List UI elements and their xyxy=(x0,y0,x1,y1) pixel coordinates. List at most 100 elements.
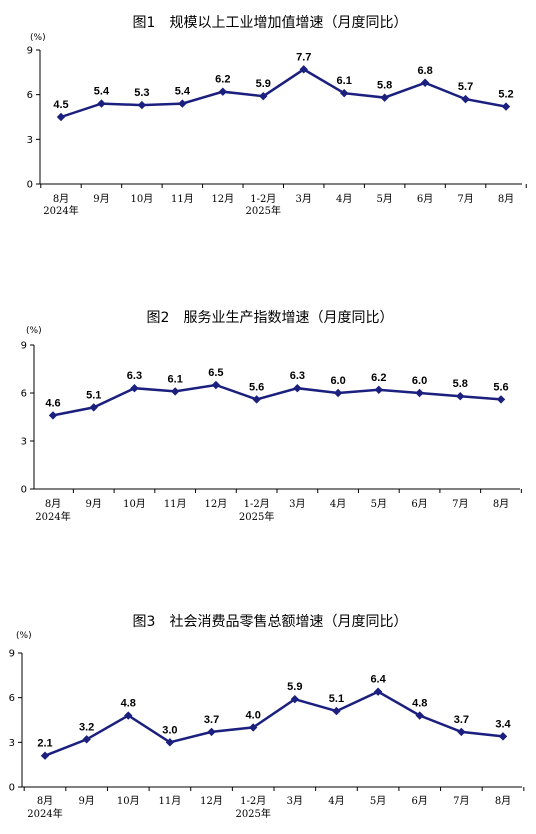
chart3-series-line xyxy=(44,690,504,757)
chart1-data-label: 6.8 xyxy=(417,65,432,77)
chart1-data-point xyxy=(299,65,308,74)
chart1-y-tick-label: 0 xyxy=(27,180,33,191)
chart1-data-label: 4.5 xyxy=(53,99,68,111)
chart2-data-point xyxy=(456,392,465,401)
chart1-data-label: 5.3 xyxy=(134,87,149,99)
chart2-y-tick-label: 3 xyxy=(21,437,27,448)
chart2-x-tick-label: 6月 xyxy=(411,498,427,510)
chart3-x-tick-label: 11月 xyxy=(159,795,182,807)
chart2-x-year-label: 2024年 xyxy=(35,510,70,523)
chart3-unit-label: (%) xyxy=(16,631,32,641)
chart1-x-tick-label: 4月 xyxy=(336,193,352,205)
chart3-data-point xyxy=(165,738,175,747)
chart2-data-point xyxy=(374,385,384,394)
chart3-data-label: 5.1 xyxy=(329,693,344,705)
chart1-x-tick-label: 11月 xyxy=(171,193,194,205)
chart3-title: 图3 社会消费品零售总额增速（月度同比） xyxy=(133,614,408,630)
chart2-data-point xyxy=(130,384,139,393)
chart1-title: 图1 规模以上工业增加值增速（月度同比） xyxy=(133,15,408,31)
chart2-x-tick-label: 5月 xyxy=(371,498,387,510)
chart3-data-label: 5.9 xyxy=(287,681,302,693)
chart3-x-tick-label: 9月 xyxy=(78,795,94,807)
chart1-data-point xyxy=(218,87,228,96)
chart3-data-label: 2.1 xyxy=(37,738,52,750)
chart2-data-point xyxy=(48,411,58,420)
chart1-data-point xyxy=(178,99,187,108)
chart2-data-label: 6.3 xyxy=(127,370,142,382)
chart1-data-label: 5.4 xyxy=(175,86,191,98)
chart1-data-label: 5.9 xyxy=(256,78,271,90)
chart2-data-label: 6.2 xyxy=(371,372,386,384)
chart2-data-point xyxy=(496,395,506,404)
chart3-y-tick-label: 3 xyxy=(9,738,15,749)
chart2-x-tick-label: 4月 xyxy=(330,498,346,510)
chart2-data-label: 5.8 xyxy=(453,378,468,390)
chart3-x-tick-label: 3月 xyxy=(287,795,303,807)
chart2-data-label: 6.1 xyxy=(168,373,183,385)
chart1-x-year-label: 2024年 xyxy=(43,204,78,217)
chart2-x-year-label: 2025年 xyxy=(239,510,274,523)
chart1-unit-label: (%) xyxy=(30,33,46,43)
chart3-x-tick-label: 12月 xyxy=(200,795,223,807)
chart3-x-tick-label: 7月 xyxy=(453,795,469,807)
chart2-x-tick-label: 9月 xyxy=(86,498,102,510)
chart2-data-label: 6.3 xyxy=(290,370,305,382)
chart1-x-tick-label: 5月 xyxy=(376,193,392,205)
chart3-y-tick-label: 0 xyxy=(9,783,15,794)
chart2-data-label: 5.6 xyxy=(493,381,508,393)
chart3-data-point xyxy=(457,727,466,737)
chart1-x-tick-label: 1-2月 xyxy=(250,193,276,205)
chart1-data-label: 5.2 xyxy=(498,89,513,101)
chart2-data-label: 6.5 xyxy=(208,367,223,379)
chart1-data-point xyxy=(137,100,147,110)
chart1-data-point xyxy=(259,91,268,101)
chart2-data-label: 6.0 xyxy=(412,375,427,387)
chart2-data-label: 5.6 xyxy=(249,381,264,393)
chart3-x-year-label: 2025年 xyxy=(235,807,270,820)
chart2-series-line xyxy=(52,383,502,417)
chart3-data-point xyxy=(207,727,216,737)
chart2-y-tick-label: 6 xyxy=(21,389,27,400)
chart2-data-point xyxy=(252,395,261,404)
chart3-data-point xyxy=(82,735,91,744)
chart3-x-tick-label: 1-2月 xyxy=(240,795,266,807)
chart1-data-label: 6.2 xyxy=(215,74,230,86)
chart1-series-line xyxy=(60,67,507,119)
chart1-data-point xyxy=(380,93,389,102)
chart1-data-label: 5.7 xyxy=(458,81,473,93)
chart3-x-tick-label: 5月 xyxy=(370,795,386,807)
chart2-title: 图2 服务业生产指数增速（月度同比） xyxy=(147,310,394,326)
chart3-x-tick-label: 10月 xyxy=(117,795,140,807)
chart2-data-label: 5.1 xyxy=(86,389,101,401)
chart1-y-tick-label: 9 xyxy=(27,46,33,57)
chart2-x-tick-label: 3月 xyxy=(289,498,305,510)
chart2-x-tick-label: 10月 xyxy=(123,498,146,510)
chart2-x-tick-label: 1-2月 xyxy=(244,498,270,510)
chart1-data-point xyxy=(461,94,470,104)
chart2-data-point xyxy=(211,380,221,390)
chart3-x-tick-label: 8月 xyxy=(37,795,53,807)
chart2-data-point xyxy=(415,388,424,398)
chart3-y-tick-label: 6 xyxy=(9,693,15,704)
chart1-data-label: 5.8 xyxy=(377,80,392,92)
chart3-data-label: 3.0 xyxy=(162,724,177,736)
chart3-data-point xyxy=(373,687,383,696)
chart2-data-point xyxy=(333,388,343,398)
chart1-data-point xyxy=(420,78,430,87)
chart3-data-label: 3.2 xyxy=(79,721,94,733)
chart2-y-tick-label: 9 xyxy=(21,341,27,352)
chart3-data-point xyxy=(498,732,508,741)
chart1-x-tick-label: 9月 xyxy=(93,193,109,205)
chart1-data-label: 5.4 xyxy=(94,86,110,98)
chart3-data-point xyxy=(40,751,50,760)
chart3-data-point xyxy=(415,711,424,720)
chart2-data-label: 4.6 xyxy=(45,397,60,409)
chart2-x-tick-label: 12月 xyxy=(205,498,228,510)
chart2-x-tick-label: 7月 xyxy=(452,498,468,510)
chart2-data-label: 6.0 xyxy=(330,375,345,387)
chart3-x-tick-label: 4月 xyxy=(328,795,344,807)
chart1-data-point xyxy=(56,112,66,122)
chart3-x-tick-label: 8月 xyxy=(495,795,511,807)
chart3-data-label: 6.4 xyxy=(370,674,386,686)
